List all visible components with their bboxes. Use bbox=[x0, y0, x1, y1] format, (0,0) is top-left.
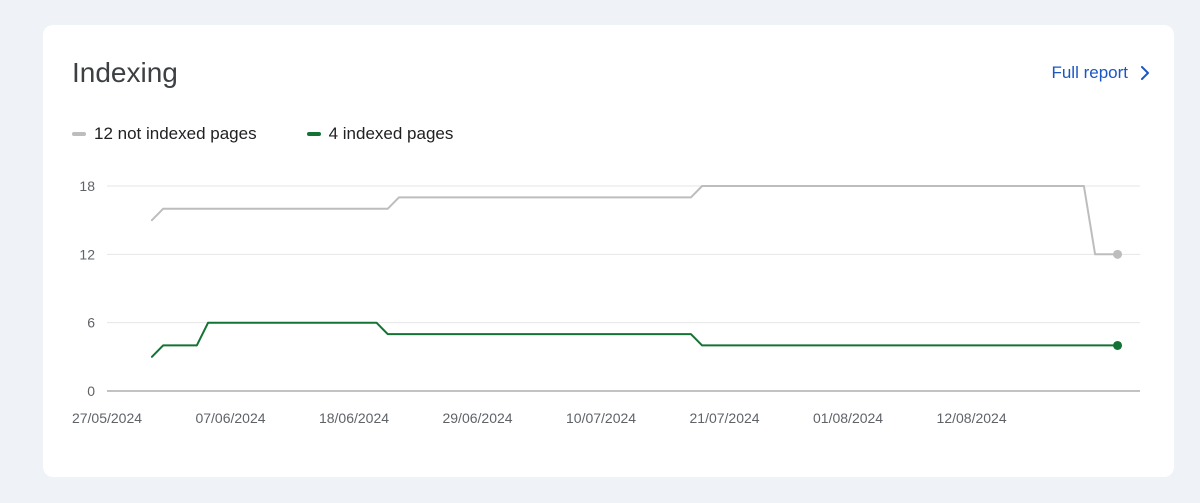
x-tick-label: 27/05/2024 bbox=[72, 410, 142, 426]
y-tick-label: 0 bbox=[87, 383, 95, 399]
full-report-link[interactable]: Full report bbox=[1051, 63, 1150, 83]
card-title: Indexing bbox=[72, 57, 178, 88]
legend-swatch-not-indexed bbox=[72, 132, 86, 136]
x-tick-label: 10/07/2024 bbox=[566, 410, 636, 426]
series-end-point-indexed bbox=[1113, 340, 1123, 350]
legend-item-not-indexed[interactable]: 12 not indexed pages bbox=[72, 124, 257, 144]
x-tick-label: 01/08/2024 bbox=[813, 410, 883, 426]
chevron-right-icon bbox=[1141, 66, 1149, 80]
legend-swatch-indexed bbox=[306, 132, 321, 136]
y-tick-label: 18 bbox=[79, 178, 95, 194]
series-end-point-not-indexed bbox=[1113, 249, 1123, 259]
series-line-not-indexed bbox=[150, 185, 1119, 256]
x-tick-label: 21/07/2024 bbox=[690, 410, 760, 426]
indexing-card: Indexing Full report 12 not indexed page… bbox=[43, 25, 1174, 477]
x-tick-label: 18/06/2024 bbox=[319, 410, 389, 426]
series-line-indexed bbox=[150, 321, 1119, 358]
legend-label-not-indexed: 12 not indexed pages bbox=[94, 124, 257, 143]
legend-item-indexed[interactable]: 4 indexed pages bbox=[306, 124, 454, 144]
chart-legend: 12 not indexed pages 4 indexed pages bbox=[72, 124, 453, 144]
indexing-line-chart: 0 6 12 18 27/05/2024 07/06/2024 18/06/2024 29/0… bbox=[72, 178, 1140, 426]
x-tick-label: 07/06/2024 bbox=[195, 410, 265, 426]
y-tick-label: 12 bbox=[79, 246, 95, 262]
full-report-label: Full report bbox=[1051, 63, 1128, 82]
legend-label-indexed: 4 indexed pages bbox=[328, 124, 454, 143]
y-tick-label: 6 bbox=[87, 315, 95, 331]
x-tick-label: 12/08/2024 bbox=[937, 410, 1007, 426]
x-tick-label: 29/06/2024 bbox=[442, 410, 512, 426]
